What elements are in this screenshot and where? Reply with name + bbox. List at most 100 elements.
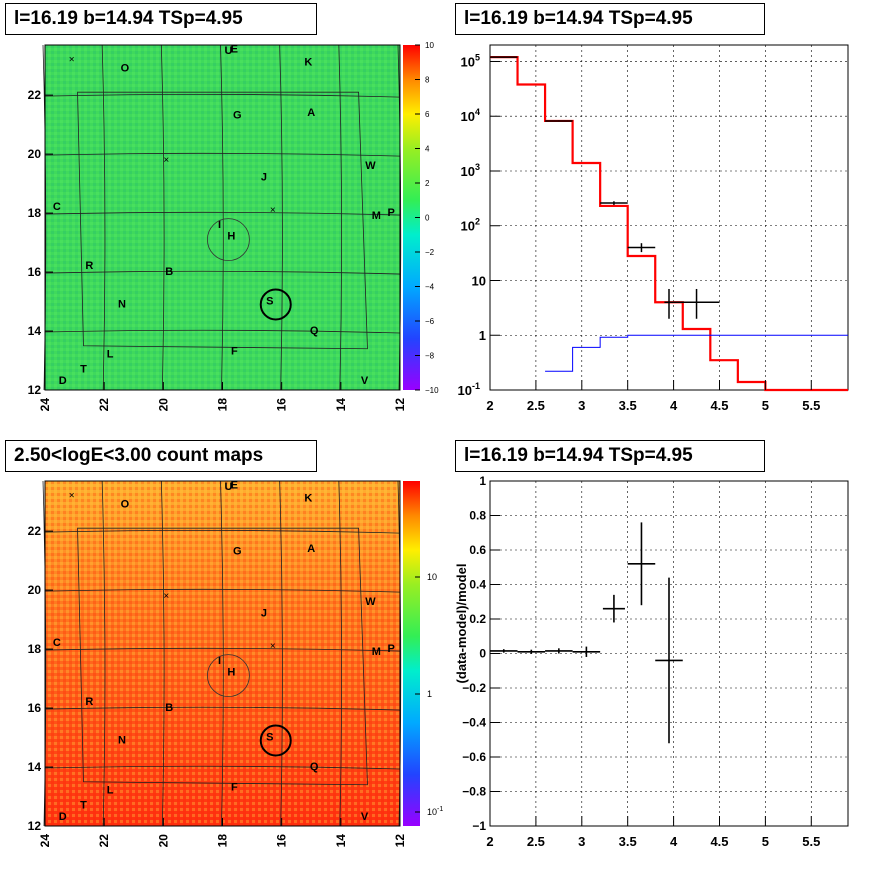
x-tick-label: 3 [578,398,585,413]
source-label-O: O [121,499,130,511]
x-tick-label: 4 [670,398,678,413]
source-label-J: J [261,608,267,620]
source-label-I: I [218,655,221,667]
source-label-D: D [59,375,67,387]
y-tick-label: 0.6 [469,543,486,557]
source-label-I: I [218,219,221,231]
source-circle-h [207,654,250,698]
latitude-line [44,211,401,216]
x-tick-label: 16 [275,398,289,412]
tr-chart-panel: 2 2.5 3 3.5 4 4.5 5 5.5 10-1 1 10 102 103 104 105 [458,44,849,413]
tr-series [490,56,848,392]
x-tick-label: 5.5 [802,398,820,413]
marker-x: × [69,55,75,66]
source-label-L: L [107,785,114,797]
tl-colorbar [403,45,420,390]
y-tick-label: 22 [28,88,42,102]
source-label-N: N [118,298,126,310]
y-tick-label: 12 [28,383,42,397]
colorbar-tick-label: 10 [427,572,437,582]
y-tick-label: 102 [461,217,480,234]
br-axes: 2 2.5 3 3.5 4 4.5 5 5.5 1 0.8 0.6 0.4 0.2 0 −0.2 −0.4 −0… [454,474,820,849]
source-label-R: R [85,260,93,272]
marker-x: × [163,591,169,602]
x-tick-label: 3 [578,834,585,849]
source-label-K: K [304,57,312,69]
source-label-H: H [227,667,235,679]
latitude-line [44,647,401,652]
br-chart-panel: 2 2.5 3 3.5 4 4.5 5 5.5 1 0.8 0.6 0.4 0.2 0 −0.2 −0.4 −0… [454,474,849,849]
x-tick-label: 18 [216,398,230,412]
source-label-L: L [107,349,114,361]
source-label-S: S [266,295,273,307]
y-tick-label: 14 [28,760,42,774]
model-step-line [490,56,848,392]
longitude-line [101,480,106,827]
source-label-N: N [118,734,126,746]
colorbar-tick-label: −6 [425,317,435,326]
x-tick-label: 24 [38,834,52,848]
x-tick-label: 16 [275,834,289,848]
footprint-outline [77,527,368,786]
y-tick-label: 18 [28,206,42,220]
x-tick-label: 24 [38,398,52,412]
source-label-M: M [372,210,381,222]
source-label-H: H [227,231,235,243]
colorbar-tick-label: 6 [425,110,430,119]
y-tick-label: −1 [472,819,486,833]
x-tick-label: 14 [334,834,348,848]
latitude-line [44,329,401,334]
y-tick-label: 10 [472,273,486,288]
x-tick-label: 4 [670,834,678,849]
y-tick-label: 16 [28,265,42,279]
footprint-outline [77,91,368,350]
latitude-line [44,93,401,98]
source-label-E: E [231,479,238,491]
x-tick-label: 2.5 [527,834,545,849]
colorbar-tick-label: 4 [425,145,430,154]
x-tick-label: 5.5 [802,834,820,849]
bl-map-panel: UE O K G A W J C M P IH R B N S Q L F T D V × × × 24 22 20 18 16 14 1… [28,479,444,847]
longitude-line [220,480,224,827]
tl-colorbar-ticks: 10 8 6 4 2 0 −2 −4 −6 −8 −10 [415,41,439,395]
source-label-E: E [231,43,238,55]
y-tick-label: 0.4 [469,578,486,592]
x-tick-label: 4.5 [710,834,728,849]
colorbar-tick-label: 10 [425,41,434,50]
x-tick-label: 3.5 [619,834,637,849]
source-label-G: G [233,110,242,122]
source-label-B: B [165,702,173,714]
longitude-line [220,44,224,391]
colorbar-tick-label: 1 [427,689,432,699]
y-tick-label: 0.2 [469,612,486,626]
tl-map-grid [42,44,402,391]
x-tick-label: 20 [156,834,170,848]
bl-map-axes: 24 22 20 18 16 14 12 12 14 16 18 20 22 [28,524,407,847]
marker-x: × [163,155,169,166]
marker-x: × [69,491,75,502]
source-label-T: T [80,363,87,375]
y-tick-label: 0.8 [469,509,486,523]
source-circle-s [259,288,292,321]
colorbar-tick-label: −8 [425,352,435,361]
x-tick-label: 12 [393,834,407,848]
marker-x: × [270,205,276,216]
source-label-Q: Q [310,761,319,773]
y-tick-label: 104 [461,107,480,124]
latitude-line [44,152,401,157]
x-tick-label: 4.5 [710,398,728,413]
tr-grid [489,45,848,391]
y-axis-label: (data-model)/model [454,564,469,684]
source-label-V: V [361,811,369,823]
source-label-C: C [53,637,61,649]
y-tick-label: 16 [28,701,42,715]
br-series [490,522,683,744]
colorbar-tick-label: −4 [425,283,435,292]
y-tick-label: 0 [479,647,486,661]
longitude-line [101,44,106,391]
source-label-Q: Q [310,325,319,337]
source-label-M: M [372,646,381,658]
x-tick-label: 5 [762,398,769,413]
colorbar-tick-label: −10 [425,386,439,395]
